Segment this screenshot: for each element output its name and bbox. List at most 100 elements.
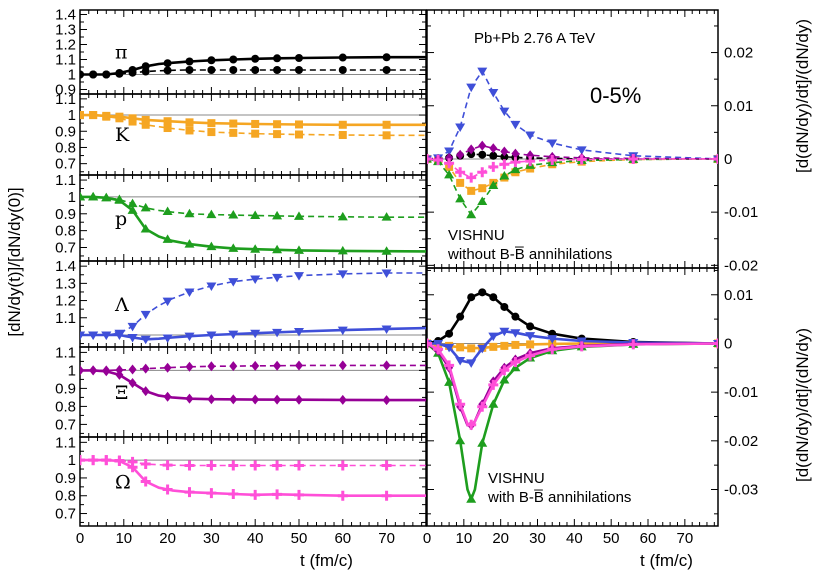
x-tick-label: 40 bbox=[566, 530, 583, 547]
panel-label: K bbox=[115, 124, 130, 146]
y-tick-label: 0 bbox=[724, 335, 732, 352]
x-tick-label: 0 bbox=[423, 530, 431, 547]
data-point bbox=[444, 377, 455, 386]
data-point bbox=[115, 365, 124, 376]
data-point bbox=[140, 223, 151, 233]
data-point bbox=[273, 54, 282, 63]
data-point bbox=[128, 364, 137, 375]
data-point bbox=[466, 83, 477, 93]
data-point bbox=[163, 66, 172, 75]
x-tick-label: 30 bbox=[529, 530, 546, 547]
x-tick-label: 50 bbox=[603, 530, 620, 547]
panel-Omega: 0.70.80.911.1 0 10 20 30 40 50 60 70 Ω bbox=[55, 434, 427, 547]
data-point bbox=[488, 88, 499, 98]
data-point bbox=[477, 438, 488, 447]
data-point bbox=[477, 344, 488, 354]
data-point bbox=[229, 394, 238, 405]
data-point bbox=[163, 117, 172, 126]
series-group bbox=[80, 191, 426, 255]
data-point bbox=[455, 167, 466, 178]
data-point bbox=[455, 399, 466, 410]
data-point bbox=[338, 120, 347, 129]
data-point bbox=[525, 131, 536, 141]
data-point bbox=[162, 297, 173, 307]
data-point bbox=[127, 205, 138, 214]
data-point bbox=[381, 246, 392, 255]
right-bottom-y-axis-title: [d(dN/dy)/dt]/(dN/dy) bbox=[793, 328, 812, 482]
data-point bbox=[272, 210, 283, 220]
series-line bbox=[80, 364, 426, 372]
data-point bbox=[115, 114, 124, 123]
series-with-b-b-annihilations bbox=[80, 365, 426, 406]
data-point bbox=[229, 119, 238, 128]
data-point bbox=[229, 361, 238, 372]
data-point bbox=[102, 70, 111, 79]
data-point bbox=[466, 494, 477, 503]
series-line bbox=[80, 196, 426, 218]
y-tick-label: 1 bbox=[68, 452, 76, 469]
data-point bbox=[510, 356, 521, 367]
data-point bbox=[128, 68, 137, 77]
y-tick-label: 1.2 bbox=[55, 37, 76, 54]
data-point bbox=[337, 326, 348, 336]
data-point bbox=[273, 360, 282, 371]
data-point bbox=[444, 158, 455, 169]
panel-frame bbox=[79, 346, 427, 438]
data-point bbox=[140, 335, 151, 345]
data-point bbox=[338, 53, 347, 62]
data-point bbox=[500, 341, 509, 350]
x-tick-label: 70 bbox=[677, 530, 694, 547]
y-tick-label: -0.02 bbox=[724, 433, 758, 450]
data-point bbox=[338, 66, 347, 74]
series-line bbox=[80, 369, 426, 402]
y-tick-label: 0.7 bbox=[55, 416, 76, 433]
x-tick-label: 40 bbox=[247, 530, 264, 547]
data-point bbox=[499, 170, 510, 180]
data-point bbox=[382, 360, 391, 371]
data-point bbox=[478, 288, 487, 297]
y-tick-label: 0.9 bbox=[55, 380, 76, 397]
data-point bbox=[294, 120, 303, 129]
series-pi bbox=[427, 288, 718, 348]
data-point bbox=[381, 490, 392, 501]
data-point bbox=[80, 70, 84, 79]
data-point bbox=[115, 69, 124, 78]
data-point bbox=[250, 329, 261, 339]
series-group bbox=[80, 53, 426, 79]
data-point bbox=[89, 70, 98, 79]
y-tick-label: 1 bbox=[68, 362, 76, 379]
series-p bbox=[427, 153, 718, 219]
data-point bbox=[488, 332, 499, 342]
series-without-b-b-annihilations bbox=[80, 360, 426, 376]
data-point bbox=[102, 112, 111, 121]
data-point bbox=[489, 342, 498, 351]
data-point bbox=[184, 487, 195, 498]
data-point bbox=[251, 66, 260, 74]
data-point bbox=[272, 328, 283, 338]
y-tick-label: -0.02 bbox=[724, 257, 758, 274]
data-point bbox=[163, 124, 172, 133]
data-point bbox=[293, 489, 304, 500]
x-tick-label: 20 bbox=[159, 530, 176, 547]
data-point bbox=[456, 149, 465, 160]
data-point bbox=[251, 119, 260, 128]
data-point bbox=[489, 293, 498, 302]
data-point bbox=[250, 210, 261, 219]
data-point bbox=[445, 329, 454, 338]
data-point bbox=[525, 156, 536, 167]
data-point bbox=[128, 117, 137, 126]
data-point bbox=[510, 329, 521, 338]
panel-label: Ω bbox=[115, 472, 131, 494]
data-point bbox=[228, 278, 239, 287]
series-group bbox=[80, 360, 426, 406]
data-point bbox=[207, 361, 216, 372]
data-point bbox=[525, 332, 536, 341]
data-point bbox=[294, 54, 303, 62]
data-point bbox=[427, 153, 432, 164]
data-point bbox=[499, 374, 510, 384]
series-omega bbox=[427, 153, 718, 183]
data-point bbox=[511, 148, 520, 159]
y-tick-label: 0.7 bbox=[55, 156, 76, 173]
data-point bbox=[433, 339, 444, 349]
data-point bbox=[382, 66, 391, 74]
